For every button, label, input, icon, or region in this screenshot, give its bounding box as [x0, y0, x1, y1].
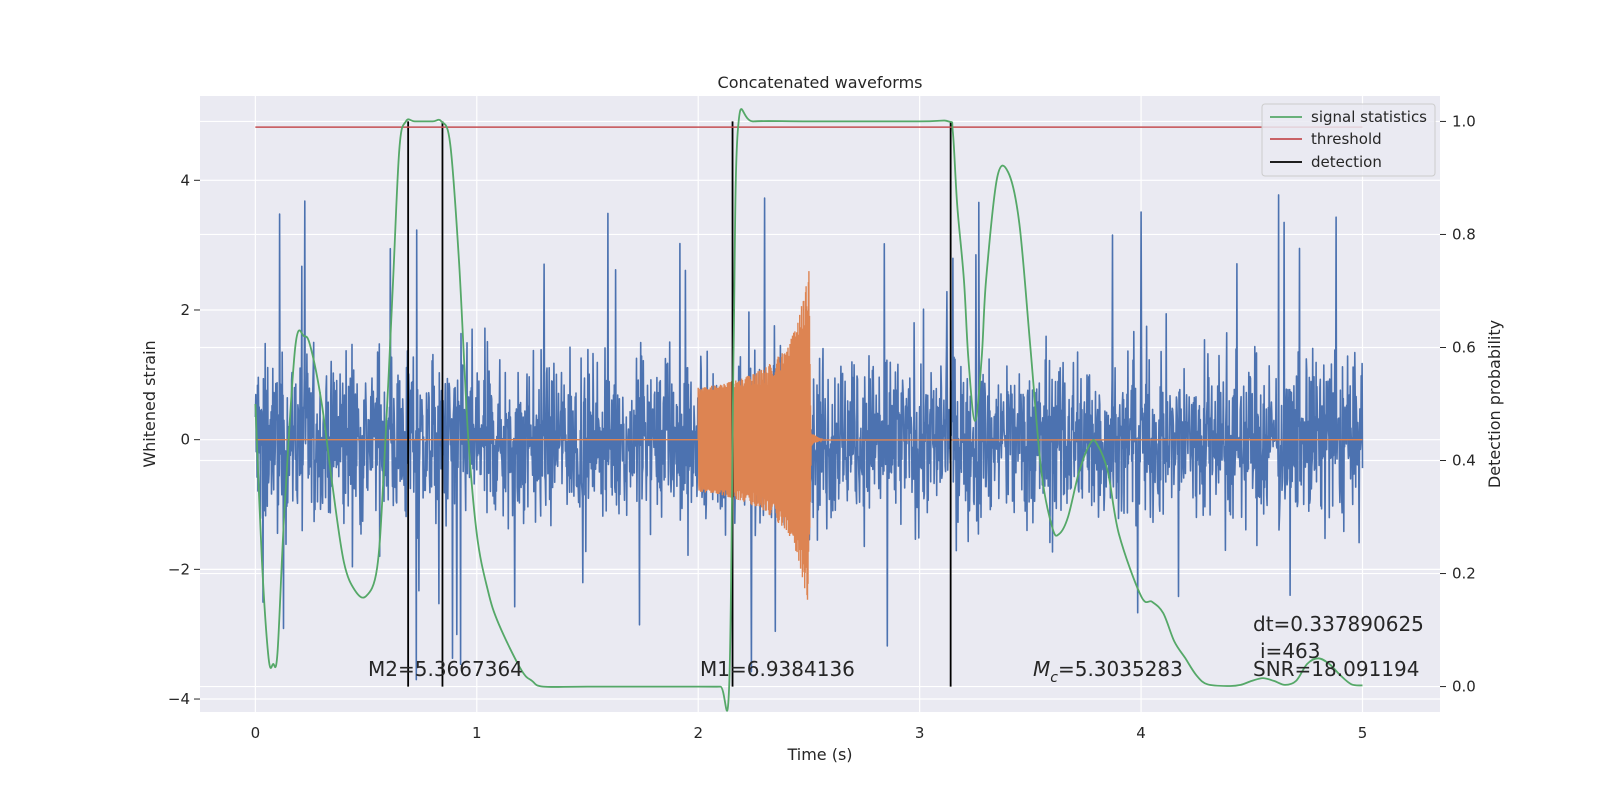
y-tick-label: 0	[180, 431, 190, 449]
legend: signal statistics threshold detection	[1261, 103, 1436, 177]
mc-subscript: c	[1050, 670, 1058, 686]
legend-signal-statistics-label: signal statistics	[1311, 108, 1427, 126]
snr-annotation: SNR=18.091194	[1253, 657, 1419, 681]
y-tick-label: 4	[180, 171, 190, 189]
y-tick-label: −2	[168, 560, 190, 578]
x-tick-label: 2	[693, 724, 703, 742]
y-axis-ticks: −4 −2 0 2 4	[168, 171, 200, 708]
mc-symbol: M	[1033, 657, 1050, 681]
index-annotation: i=463	[1260, 639, 1321, 663]
y2-tick-label: 0.4	[1452, 452, 1476, 470]
x-tick-label: 1	[472, 724, 482, 742]
chart-title: Concatenated waveforms	[718, 73, 923, 92]
x-tick-label: 4	[1136, 724, 1146, 742]
y2-tick-label: 1.0	[1452, 112, 1476, 130]
y2-tick-label: 0.2	[1452, 565, 1476, 583]
m2-annotation: M2=5.3667364	[368, 657, 523, 681]
dt-annotation: dt=0.337890625	[1253, 612, 1424, 636]
x-tick-label: 5	[1358, 724, 1368, 742]
y2-gridlines	[200, 120, 1440, 688]
y-axis-label: Whitened strain	[140, 340, 159, 467]
y-tick-label: −4	[168, 690, 190, 708]
signal-statistics-line	[254, 108, 1363, 712]
x-tick-label: 0	[251, 724, 261, 742]
y2-axis-ticks: 0.0 0.2 0.4 0.6 0.8 1.0	[1440, 112, 1476, 696]
template-series-line	[255, 271, 1363, 600]
x-axis-label: Time (s)	[786, 745, 852, 764]
x-axis-ticks: 0 1 2 3 4 5	[251, 724, 1368, 742]
y2-tick-label: 0.8	[1452, 225, 1476, 243]
y-tick-label: 2	[180, 301, 190, 319]
mc-value: =5.3035283	[1058, 657, 1183, 681]
y2-tick-label: 0.6	[1452, 338, 1476, 356]
legend-threshold-label: threshold	[1311, 130, 1382, 148]
y2-axis-label: Detection probability	[1485, 320, 1504, 488]
m1-annotation: M1=6.9384136	[700, 657, 855, 681]
legend-box	[1261, 103, 1436, 177]
x-tick-label: 3	[915, 724, 925, 742]
legend-detection-label: detection	[1311, 153, 1382, 171]
y2-tick-label: 0.0	[1452, 678, 1476, 696]
mc-annotation: Mc=5.3035283	[1033, 657, 1183, 686]
